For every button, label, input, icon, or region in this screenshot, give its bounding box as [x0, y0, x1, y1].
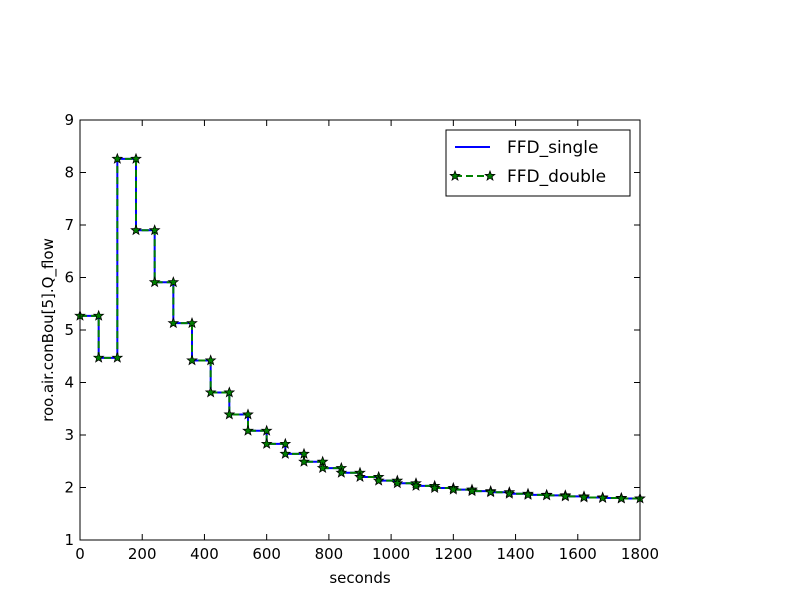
data-point-marker — [335, 466, 348, 478]
x-tick-label: 600 — [252, 545, 281, 563]
data-point-marker — [242, 424, 254, 436]
data-point-marker — [111, 152, 124, 164]
data-point-marker — [316, 461, 329, 474]
y-tick-label: 6 — [64, 269, 74, 287]
data-point-marker — [260, 437, 273, 449]
y-tick-label: 8 — [64, 164, 74, 182]
data-point-marker — [92, 351, 105, 363]
data-point-marker — [559, 490, 572, 502]
data-point-marker — [447, 483, 460, 495]
data-point-marker — [186, 317, 198, 329]
data-point-marker — [167, 276, 180, 288]
data-point-marker — [466, 485, 478, 497]
x-axis-label: seconds — [329, 569, 390, 587]
data-point-marker — [540, 489, 553, 501]
data-point-marker — [223, 386, 236, 398]
data-point-marker — [615, 492, 628, 504]
y-tick-label: 3 — [64, 426, 74, 444]
data-point-marker — [391, 477, 404, 489]
x-tick-label: 1200 — [434, 545, 472, 563]
y-tick-label: 5 — [64, 321, 74, 339]
y-tick-label: 4 — [64, 374, 74, 392]
data-point-marker — [372, 474, 385, 486]
x-tick-label: 0 — [75, 545, 85, 563]
y-axis-label: roo.air.conBou[5].Q_flow — [39, 238, 58, 422]
x-tick-label: 800 — [315, 545, 344, 563]
data-point-marker — [428, 481, 441, 493]
data-point-marker — [260, 424, 273, 436]
data-point-marker — [167, 317, 180, 329]
data-point-marker — [279, 447, 292, 459]
legend: FFD_single FFD_double — [445, 129, 631, 197]
x-tick-label: 1600 — [559, 545, 597, 563]
x-tick-label: 1000 — [372, 545, 410, 563]
x-tick-label: 1400 — [496, 545, 534, 563]
data-point-marker — [578, 491, 590, 503]
data-point-marker — [148, 276, 161, 288]
y-tick-label: 9 — [64, 111, 74, 129]
x-tick-label: 200 — [128, 545, 157, 563]
data-point-marker — [503, 487, 516, 499]
data-point-marker — [223, 408, 236, 420]
axis-ticks: 0 200 400 600 800 1000 1200 1400 1600 1800 1 2 3 4 5 6 7… — [64, 111, 659, 563]
legend-label-ffd-double: FFD_double — [507, 167, 606, 187]
data-point-marker — [484, 486, 497, 498]
y-tick-label: 7 — [64, 216, 74, 234]
data-point-marker — [111, 351, 124, 363]
data-point-marker — [522, 488, 534, 500]
data-point-marker — [148, 224, 161, 236]
plot-area — [74, 152, 646, 504]
data-point-marker — [242, 408, 254, 420]
data-point-marker — [298, 455, 310, 467]
data-point-marker — [279, 437, 292, 449]
data-point-marker — [204, 386, 217, 398]
data-point-marker — [204, 354, 217, 366]
legend-markers — [449, 169, 496, 181]
y-tick-label: 1 — [64, 531, 74, 549]
x-tick-label: 1800 — [621, 545, 659, 563]
legend-label-ffd-single: FFD_single — [507, 138, 598, 158]
y-tick-label: 2 — [64, 479, 74, 497]
data-point-marker — [130, 224, 142, 236]
legend-star-marker — [449, 169, 461, 181]
legend-box — [445, 129, 631, 197]
data-point-marker — [92, 309, 105, 321]
data-point-marker — [354, 470, 366, 482]
data-point-marker — [130, 152, 142, 164]
x-tick-label: 400 — [190, 545, 219, 563]
data-point-marker — [410, 479, 422, 491]
data-point-marker — [186, 354, 198, 366]
legend-star-marker — [484, 169, 496, 181]
data-point-marker — [596, 491, 609, 503]
